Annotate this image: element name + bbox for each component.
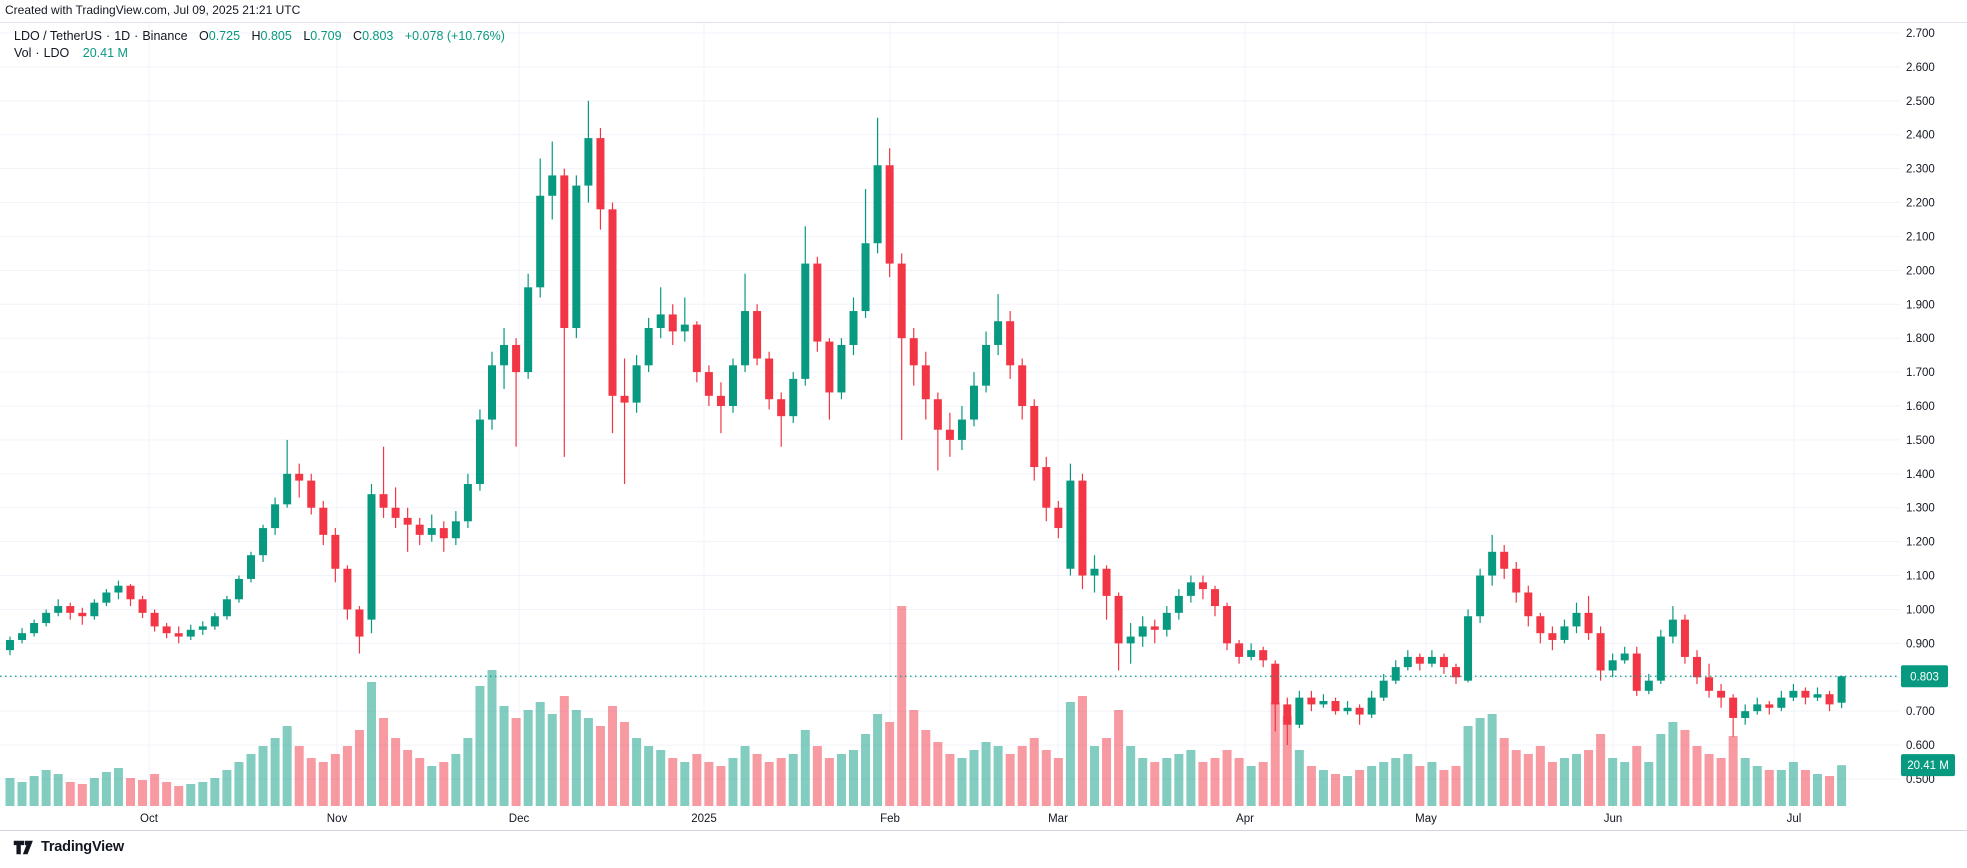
chart-legend: LDO / TetherUS · 1D · Binance O0.725 H0.805 … [14,28,505,62]
svg-text:0.500: 0.500 [1906,774,1935,786]
symbol-name: LDO / TetherUS [14,29,103,43]
svg-text:Apr: Apr [1236,813,1254,825]
interval-label: 1D [114,29,131,43]
svg-text:1.900: 1.900 [1906,299,1935,311]
high-value: 0.805 [260,29,292,43]
volume-value: 20.41 M [82,46,128,60]
svg-text:2.100: 2.100 [1906,231,1935,243]
low-pair: L0.709 [303,29,342,43]
legend-separator: · [106,29,111,43]
svg-text:2.500: 2.500 [1906,96,1935,108]
svg-text:1.100: 1.100 [1906,571,1935,583]
volume-badge: 20.41 M [1901,754,1955,777]
svg-text:Oct: Oct [140,813,159,825]
legend-volume-row: Vol · LDO 20.41 M [14,46,128,60]
close-value: 0.803 [362,29,394,43]
change-value: +0.078 (+10.76%) [404,29,505,43]
svg-text:2.300: 2.300 [1906,164,1935,176]
svg-text:Dec: Dec [509,813,530,825]
svg-text:Feb: Feb [880,813,900,825]
svg-text:1.500: 1.500 [1906,435,1935,447]
svg-text:1.700: 1.700 [1906,367,1935,379]
price-axis[interactable]: 2.700 2.600 2.500 2.400 2.300 2.200 2.100 2.000… [1906,28,1935,786]
svg-text:2.400: 2.400 [1906,130,1935,142]
low-value: 0.709 [310,29,342,43]
svg-text:0.803: 0.803 [1910,671,1939,683]
svg-text:Mar: Mar [1048,813,1068,825]
svg-text:2.200: 2.200 [1906,198,1935,210]
svg-text:0.900: 0.900 [1906,638,1935,650]
svg-text:Jun: Jun [1604,813,1623,825]
exchange-label: Binance [142,29,188,43]
volume-layer [5,606,1847,806]
open-value: 0.725 [208,29,241,43]
volume-symbol: LDO [43,46,70,60]
volume-label: Vol [14,46,32,60]
svg-text:1.600: 1.600 [1906,401,1935,413]
svg-text:1.000: 1.000 [1906,604,1935,616]
close-pair: C0.803 [353,29,394,43]
brand-name: TradingView [41,839,124,855]
time-axis[interactable]: Oct Nov Dec 2025 Feb Mar Apr May Jun Jul [140,813,1801,825]
svg-text:2.700: 2.700 [1906,28,1935,40]
high-pair: H0.805 [251,29,292,43]
candles-layer [6,100,1846,746]
svg-text:0.700: 0.700 [1906,706,1935,718]
svg-text:1.400: 1.400 [1906,469,1935,481]
legend-separator: · [134,29,139,43]
svg-text:20.41 M: 20.41 M [1907,760,1949,772]
svg-text:Nov: Nov [327,813,348,825]
open-pair: O0.725 [199,29,241,43]
frame-lines [0,22,1967,831]
svg-text:1.300: 1.300 [1906,503,1935,515]
svg-text:2.600: 2.600 [1906,62,1935,74]
price-badge: 0.803 [1901,665,1948,688]
footer-logo: TradingView [13,839,124,855]
tradingview-icon [13,840,33,854]
svg-text:1.200: 1.200 [1906,537,1935,549]
svg-text:1.800: 1.800 [1906,333,1935,345]
legend-symbol-row: LDO / TetherUS · 1D · Binance O0.725 H0.805 … [14,28,505,45]
svg-text:May: May [1415,813,1437,825]
svg-text:0.600: 0.600 [1906,740,1935,752]
svg-text:Jul: Jul [1787,813,1802,825]
svg-text:2.000: 2.000 [1906,265,1935,277]
svg-text:2025: 2025 [691,813,717,825]
attribution-text: Created with TradingView.com, Jul 09, 20… [5,3,301,17]
